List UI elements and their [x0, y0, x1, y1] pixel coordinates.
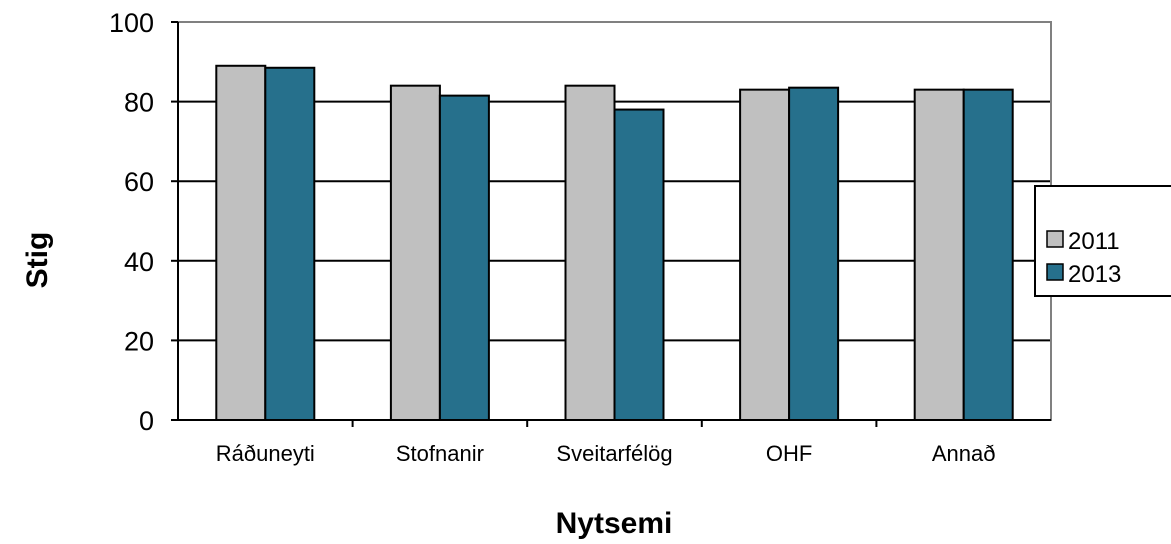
legend-swatch-2011	[1046, 230, 1064, 248]
x-tick-labels: Ráðuneyti Stofnanir Sveitarfélög OHF Annað	[216, 441, 996, 466]
bar-2011-4	[913, 88, 965, 421]
y-axis-title: Stig	[21, 232, 54, 289]
bar-2013-1	[438, 94, 490, 421]
bar-2013-4	[962, 88, 1014, 421]
y-tick-label-80: 80	[124, 88, 154, 118]
y-tick-label-100: 100	[109, 8, 154, 38]
legend-label-2011: 2011	[1068, 228, 1120, 255]
y-tick-label-20: 20	[124, 326, 154, 356]
legend: 2011 2013	[1034, 185, 1171, 297]
x-tick-label-1: Stofnanir	[396, 441, 484, 466]
x-tick-label-4: Annað	[932, 441, 996, 466]
x-tick-label-0: Ráðuneyti	[216, 441, 315, 466]
y-tick-label-40: 40	[124, 247, 154, 277]
y-tick-label-60: 60	[124, 167, 154, 197]
x-tick-label-3: OHF	[766, 441, 812, 466]
legend-swatch-2013	[1046, 263, 1064, 281]
bar-2013-3	[788, 86, 840, 421]
x-axis-title: Nytsemi	[556, 507, 673, 540]
bar-2011-2	[564, 84, 616, 422]
axes	[171, 21, 1051, 427]
bars	[215, 64, 1014, 422]
bar-2013-2	[613, 108, 665, 421]
x-tick-label-2: Sveitarfélög	[556, 441, 672, 466]
bar-2011-1	[389, 84, 441, 422]
legend-label-2013: 2013	[1068, 261, 1121, 288]
bar-2013-0	[264, 66, 316, 422]
y-tick-labels: 0 20 40 60 80 100	[109, 8, 154, 436]
y-tick-label-0: 0	[139, 406, 154, 436]
bar-2011-3	[739, 88, 791, 421]
bar-2011-0	[215, 64, 267, 421]
